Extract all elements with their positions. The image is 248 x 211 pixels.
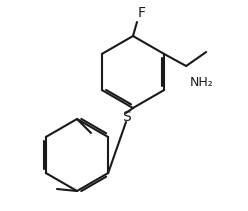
Text: NH₂: NH₂ bbox=[190, 76, 214, 89]
Text: S: S bbox=[122, 110, 130, 124]
Text: F: F bbox=[138, 6, 146, 20]
